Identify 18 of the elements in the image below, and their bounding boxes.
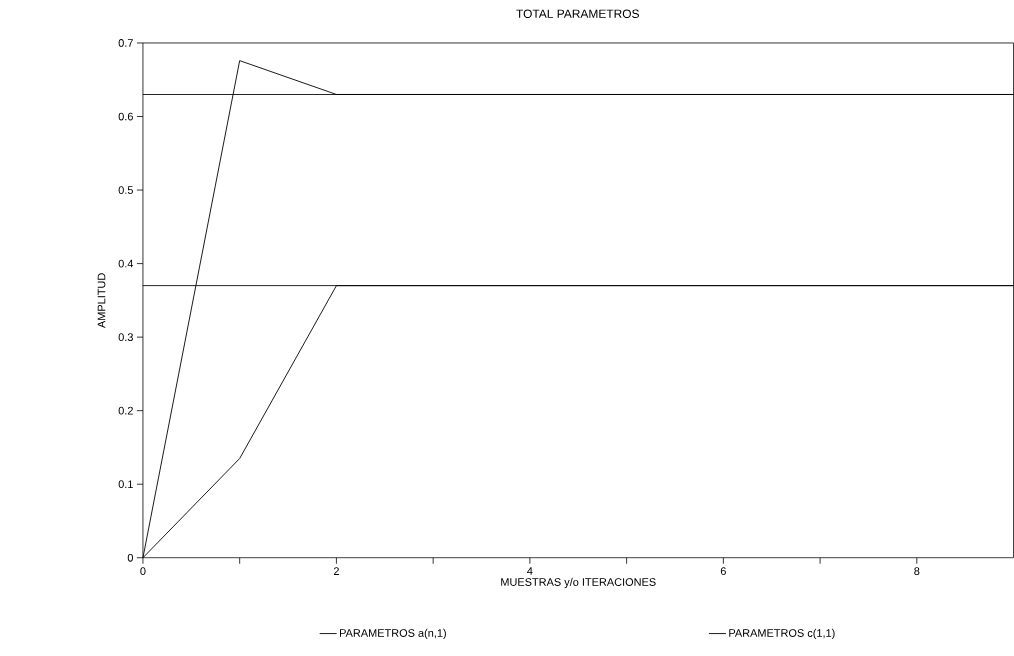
y-tick-label: 0.3: [118, 333, 133, 342]
x-tick-label: 8: [914, 567, 920, 576]
y-tick-label: 0.4: [118, 259, 134, 268]
y-tick-label: 0.6: [118, 112, 133, 121]
x-tick-label: 0: [140, 567, 146, 576]
legend-label: PARAMETROS a(n,1): [339, 629, 446, 640]
x-axis-title: MUESTRAS y/o ITERACIONES: [501, 578, 656, 589]
y-tick-label: 0.2: [118, 406, 133, 415]
x-tick-label: 6: [720, 567, 726, 576]
x-tick-label: 2: [333, 567, 339, 576]
x-tick-label: 4: [527, 567, 533, 575]
y-axis-title: AMPLITUD: [97, 273, 106, 329]
chart-title: TOTAL PARAMETROS: [516, 9, 639, 19]
y-tick-label: 0.5: [118, 186, 133, 195]
y-tick-label: 0: [127, 554, 133, 562]
y-tick-label: 0.1: [118, 480, 133, 489]
y-tick-label: 0.7: [118, 39, 133, 47]
legend-label: PARAMETROS c(1,1): [729, 629, 835, 640]
